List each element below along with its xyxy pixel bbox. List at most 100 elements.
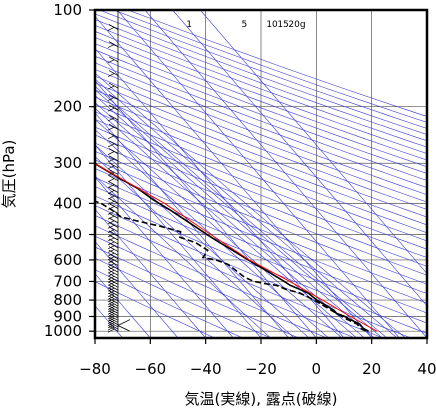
mixing-ratio-line bbox=[95, 85, 388, 338]
dry-adiabat bbox=[95, 43, 427, 168]
dry-adiabat bbox=[95, 151, 427, 285]
dry-adiabat bbox=[95, 19, 427, 142]
wind-barb bbox=[108, 208, 119, 214]
wind-barb bbox=[108, 175, 119, 182]
wind-barb bbox=[107, 229, 115, 233]
wind-barb bbox=[108, 292, 119, 299]
wind-barb bbox=[108, 94, 119, 100]
x-tick-label: −40 bbox=[190, 360, 222, 378]
wind-barb bbox=[108, 298, 119, 304]
wind-barb bbox=[107, 245, 115, 250]
wind-barb bbox=[107, 324, 115, 329]
wind-barb bbox=[107, 308, 115, 313]
dry-adiabat bbox=[95, 235, 328, 338]
y-tick-label: 900 bbox=[53, 307, 82, 325]
wind-barb bbox=[107, 259, 115, 264]
wind-barb bbox=[107, 178, 115, 183]
wind-barb bbox=[107, 151, 115, 155]
wind-barb bbox=[107, 266, 115, 271]
x-tick-label: 20 bbox=[362, 360, 381, 378]
wind-barb bbox=[108, 212, 119, 219]
wind-barb bbox=[107, 85, 115, 90]
mixing-ratio-label: 1 bbox=[186, 20, 192, 30]
plot-series bbox=[95, 162, 378, 332]
isotherm-line bbox=[95, 15, 372, 338]
mixing-ratio-line bbox=[95, 89, 383, 338]
wind-barb bbox=[107, 206, 115, 210]
wind-barb bbox=[108, 148, 119, 154]
wind-barb bbox=[108, 308, 119, 314]
dry-adiabat bbox=[95, 89, 427, 218]
wind-barb bbox=[108, 305, 119, 312]
mixing-ratio-line bbox=[95, 107, 357, 338]
wind-barb bbox=[107, 320, 115, 324]
dry-adiabat bbox=[95, 281, 215, 338]
wind-barb bbox=[108, 300, 119, 307]
dry-adiabat bbox=[95, 118, 427, 250]
mixing-ratio-label: 10 bbox=[266, 20, 278, 30]
dry-adiabat bbox=[95, 82, 427, 210]
wind-barb bbox=[107, 44, 115, 48]
wind-barb bbox=[107, 282, 115, 286]
wind-barb bbox=[107, 233, 115, 238]
wind-barb bbox=[107, 249, 115, 253]
wind-barb bbox=[108, 181, 119, 188]
wind-barb bbox=[108, 104, 119, 111]
y-axis-title: 気圧(hPa) bbox=[0, 140, 18, 209]
wind-barb bbox=[107, 313, 115, 318]
dry-adiabat bbox=[95, 96, 427, 226]
wind-barb bbox=[108, 317, 119, 323]
dry-adiabat bbox=[95, 62, 427, 188]
isotherm-line bbox=[95, 48, 345, 338]
dry-adiabat bbox=[95, 269, 243, 338]
wind-barb bbox=[108, 187, 119, 193]
wind-barb bbox=[107, 263, 115, 267]
wind-barb bbox=[108, 266, 119, 273]
dry-adiabat bbox=[95, 104, 427, 234]
wind-barb bbox=[107, 315, 115, 320]
wind-barb bbox=[108, 123, 119, 130]
dry-adiabat bbox=[95, 69, 427, 196]
wind-barb bbox=[107, 276, 115, 280]
x-tick-label: −20 bbox=[245, 360, 277, 378]
wind-barb bbox=[107, 293, 115, 297]
wind-barb bbox=[107, 301, 115, 305]
dry-adiabat bbox=[95, 55, 427, 181]
wind-barb bbox=[108, 24, 119, 30]
isotherm-line bbox=[95, 176, 234, 338]
isotherm-line bbox=[117, 10, 400, 338]
wind-barb bbox=[107, 326, 115, 331]
wind-barb bbox=[107, 158, 115, 163]
wind-barb bbox=[108, 281, 119, 288]
mixing-ratio-label: 5 bbox=[242, 20, 248, 30]
wind-barb bbox=[108, 41, 119, 47]
wind-barb bbox=[108, 260, 119, 266]
wind-barb bbox=[108, 310, 119, 317]
wind-barb bbox=[107, 298, 115, 303]
mixing-ratio-label: 20g bbox=[288, 20, 305, 30]
wind-barb bbox=[108, 290, 119, 296]
wind-barb bbox=[107, 135, 115, 140]
y-tick-label: 1000 bbox=[44, 322, 82, 340]
dry-adiabat bbox=[95, 186, 427, 324]
axes: −80 −60 −40 −20 0 20 40 100 200 300 400 500 600 70080… bbox=[44, 1, 436, 378]
wind-barb bbox=[107, 273, 115, 277]
wind-barb bbox=[108, 56, 119, 63]
wind-barb bbox=[107, 241, 115, 246]
isotherm-line bbox=[95, 208, 206, 338]
y-tick-label: 600 bbox=[53, 251, 82, 269]
wind-barb bbox=[107, 195, 115, 200]
wind-barb bbox=[108, 70, 119, 76]
x-tick-label: 40 bbox=[417, 360, 436, 378]
wind-barb bbox=[107, 117, 115, 122]
y-tick-label: 500 bbox=[53, 226, 82, 244]
wind-barb bbox=[107, 143, 115, 148]
wind-barb bbox=[108, 192, 119, 199]
dry-adiabat bbox=[95, 168, 427, 304]
mixing-ratio-line bbox=[95, 175, 271, 338]
wind-barb bbox=[108, 203, 119, 209]
wind-barb bbox=[108, 303, 119, 309]
wind-barb bbox=[108, 269, 119, 276]
wind-barb bbox=[107, 306, 115, 310]
wind-barb bbox=[107, 284, 115, 289]
